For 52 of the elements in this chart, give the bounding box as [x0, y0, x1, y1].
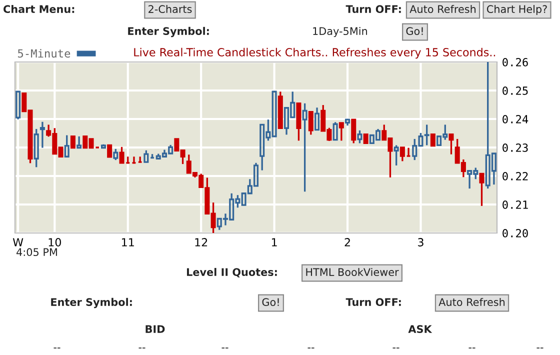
chart-title: Live Real-Time Candlestick Charts.. Refreshes every 15 Seconds.. — [134, 48, 496, 59]
x-tick-label: 1 — [272, 238, 277, 246]
candlestick — [448, 134, 454, 156]
text: Go! — [262, 298, 279, 306]
candlestick — [308, 111, 314, 136]
candlestick — [64, 134, 70, 158]
x-tick-label: W — [12, 238, 24, 246]
text: Auto Refresh — [438, 298, 505, 306]
text: Auto Refresh — [410, 4, 476, 14]
text: Chart Menu: — [4, 4, 74, 14]
x-tick-label: 3 — [418, 238, 424, 246]
x-tick-label: 12 — [195, 238, 208, 246]
y-tick-label: 0.23 — [502, 144, 528, 152]
legend-label: 5-Minute — [18, 49, 70, 58]
candlestick — [314, 106, 320, 131]
candlestick — [332, 121, 338, 141]
text: BID — [146, 325, 165, 333]
y-tick-label: 0.22 — [502, 172, 528, 180]
candlestick — [76, 136, 82, 149]
y-tick-label: 0.20 — [502, 229, 528, 238]
text: Chart Help? — [486, 4, 547, 16]
text: 4:05 PM — [16, 248, 57, 256]
text: 1Day-5Min — [313, 26, 367, 38]
text: ASK — [408, 325, 432, 334]
candlestick — [357, 130, 362, 144]
y-tick-label: 0.24 — [502, 115, 528, 124]
candlestick — [338, 122, 344, 142]
candlestick — [107, 144, 112, 158]
y-tick-label: 0.26 — [502, 58, 528, 66]
x-tick-label: 10 — [48, 238, 61, 246]
candlestick — [430, 134, 436, 147]
text: Turn OFF: — [346, 298, 401, 306]
candlestick — [394, 144, 399, 166]
text: HTML BookViewer — [306, 268, 399, 276]
y-tick-label: 0.25 — [502, 86, 528, 95]
x-tick-label: 2 — [344, 238, 350, 246]
text: Turn OFF: — [346, 5, 401, 14]
candlestick — [70, 136, 76, 149]
y-tick-label: 0.21 — [502, 200, 528, 209]
candlestick — [40, 121, 45, 149]
candlestick — [144, 150, 149, 163]
x-tick-label: 11 — [122, 238, 134, 246]
candlestick — [400, 146, 405, 162]
candlestick — [113, 148, 118, 161]
text: Level II Quotes: — [186, 268, 277, 278]
candlestick — [479, 172, 484, 207]
text: Enter Symbol: — [51, 298, 132, 308]
text: Go! — [406, 27, 423, 36]
candlestick — [351, 118, 356, 144]
text: 2-Charts — [148, 4, 192, 14]
text: Enter Symbol: — [128, 26, 209, 38]
candlestick — [302, 102, 308, 193]
